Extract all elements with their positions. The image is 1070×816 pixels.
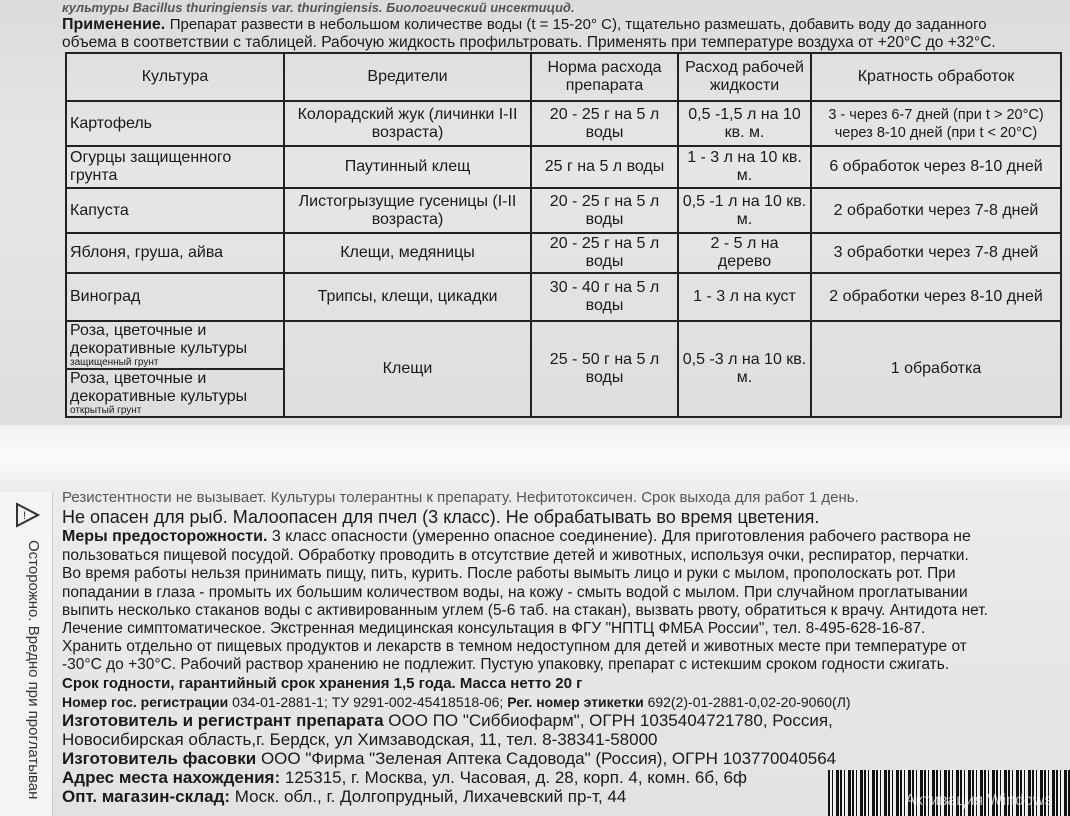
maker-line: Изготовитель и регистрант препарата ООО … [62, 711, 833, 730]
precautions-text: 3 класс опасности (умеренно опасное соед… [271, 528, 971, 545]
header-frequency: Кратность обработок [810, 52, 1062, 102]
text-line: пользоваться пищевой посудой. Обработку … [62, 547, 969, 564]
application-text: Препарат развести в небольшом количестве… [169, 16, 987, 33]
store-value: Моск. обл., г. Долгопрудный, Лихачевский… [234, 787, 627, 806]
rate-cell: 20 - 25 г на 5 л воды [530, 232, 679, 274]
crop-note: защищенный грунт [70, 357, 159, 368]
svg-text:!: ! [23, 510, 26, 522]
windows-activation-watermark: Активация Windows [905, 792, 1053, 809]
text-line: Во время работы нельзя принимать пищу, п… [62, 565, 956, 582]
liquid-cell: 0,5 -3 л на 10 кв. м. [677, 320, 812, 418]
text-line: Лечение симптоматическое. Экстренная мед… [62, 620, 926, 637]
shelf-life-line: Срок годности, гарантийный срок хранения… [62, 675, 583, 692]
frequency-cell: 2 обработки через 7-8 дней [810, 187, 1062, 234]
address-label: Адрес места нахождения: [62, 768, 281, 787]
pests-cell: Листогрызущие гусеницы (I-II возраста) [283, 187, 532, 234]
text-line: выпить несколько стаканов воды с активир… [62, 602, 988, 619]
crop-cell: Капуста [65, 187, 285, 234]
table-row: Роза, цветочные и декоративные культуры о… [65, 368, 1061, 418]
crop-note: открытый грунт [70, 405, 142, 416]
maker-label: Изготовитель и регистрант препарата [62, 711, 384, 730]
liquid-cell: 1 - 3 л на куст [677, 272, 812, 322]
table-row: Огурцы защищенного грунта Паутинный клещ… [65, 145, 1062, 189]
crop-cell: Яблоня, груша, айва [65, 232, 285, 274]
header-rate: Норма расхода препарата [530, 52, 679, 102]
crop-name: Роза, цветочные и декоративные культуры [70, 322, 248, 357]
lower-label-panel [0, 492, 1070, 816]
frequency-cell: 3 обработки через 7-8 дней [810, 232, 1062, 274]
application-line-1: Применение. Препарат развести в небольшо… [62, 16, 987, 33]
frequency-cell: 3 - через 6-7 дней (при t > 20°C) через … [810, 100, 1062, 147]
rate-cell: 25 - 50 г на 5 л воды [530, 320, 679, 418]
address-value: 125315, г. Москва, ул. Часовая, д. 28, к… [284, 768, 747, 787]
text-line: Резистентности не вызывает. Культуры тол… [62, 489, 859, 506]
rate-cell: 20 - 25 г на 5 л воды [530, 187, 679, 234]
text-line: Хранить отдельно от пищевых продуктов и … [62, 638, 967, 655]
crop-name: Роза, цветочные и декоративные культуры [70, 370, 248, 405]
frequency-cell: 1 обработка [810, 320, 1062, 418]
liquid-cell: 0,5 -1,5 л на 10 кв. м. [677, 100, 812, 147]
pests-cell: Трипсы, клещи, цикадки [283, 272, 532, 322]
reg-label: Номер гос. регистрации [62, 694, 229, 710]
pests-cell: Колорадский жук (личинки I-II возраста) [283, 100, 532, 147]
crop-cell: Виноград [65, 272, 285, 322]
pests-cell: Клещи [283, 320, 532, 418]
table-row: Яблоня, груша, айва Клещи, медяницы 20 -… [65, 232, 1062, 274]
header-liquid: Расход рабочей жидкости [677, 52, 812, 102]
package-seal [0, 425, 1070, 492]
maker-address: Новосибирская область,г. Бердск, ул Химз… [62, 730, 658, 749]
rate-cell: 30 - 40 г на 5 л воды [530, 272, 679, 322]
text-line: Меры предосторожности. 3 класс опасности… [62, 528, 971, 546]
pests-cell: Паутинный клещ [283, 145, 532, 189]
frequency-cell: 2 обработки через 8-10 дней [810, 272, 1062, 322]
precautions-label: Меры предосторожности. [62, 528, 268, 545]
table-header-row: Культура Вредители Норма расхода препара… [65, 52, 1062, 102]
barcode [828, 770, 1070, 816]
label-reg-value: 692(2)-01-2881-0,02-20-9060(Л) [647, 694, 851, 710]
packer-label: Изготовитель фасовки [62, 749, 257, 768]
header-crop: Культура [65, 52, 285, 102]
table-row: Капуста Листогрызущие гусеницы (I-II воз… [65, 187, 1062, 234]
packer-value: ООО "Фирма "Зеленая Аптека Садовода" (Ро… [260, 749, 837, 768]
table-row: Картофель Колорадский жук (личинки I-II … [65, 100, 1062, 147]
label-reg-label: Рег. номер этикетки [507, 694, 644, 710]
crop-cell: Роза, цветочные и декоративные культуры о… [65, 368, 285, 418]
intro-line: культуры Bacillus thuringiensis var. thu… [62, 0, 575, 15]
application-line-2: объема в соответствии с таблицей. Рабочу… [62, 34, 996, 51]
reg-value: 034-01-2881-1; ТУ 9291-002-45418518-06; [232, 694, 504, 710]
store-line: Опт. магазин-склад: Моск. обл., г. Долго… [62, 787, 626, 806]
side-warning-strip [0, 492, 53, 816]
rate-cell: 25 г на 5 л воды [530, 145, 679, 189]
crop-cell: Картофель [65, 100, 285, 147]
warning-triangle-icon: ! [16, 502, 40, 528]
liquid-cell: 2 - 5 л на дерево [677, 232, 812, 274]
application-table: Культура Вредители Норма расхода препара… [65, 52, 1062, 418]
liquid-cell: 0,5 -1 л на 10 кв. м. [677, 187, 812, 234]
side-warning-text: Осторожно. Вредно при проглатыван [25, 540, 42, 800]
header-pests: Вредители [283, 52, 532, 102]
registration-line: Номер гос. регистрации 034-01-2881-1; ТУ… [62, 694, 851, 710]
store-label: Опт. магазин-склад: [62, 787, 231, 806]
packer-line: Изготовитель фасовки ООО "Фирма "Зеленая… [62, 749, 836, 768]
text-line: -30°C до +30°C. Рабочий раствор хранению… [62, 656, 950, 673]
table-row: Виноград Трипсы, клещи, цикадки 30 - 40 … [65, 272, 1062, 322]
frequency-cell: 6 обработок через 8-10 дней [810, 145, 1062, 189]
crop-cell: Роза, цветочные и декоративные культуры з… [65, 320, 285, 370]
liquid-cell: 1 - 3 л на 10 кв. м. [677, 145, 812, 189]
rate-cell: 20 - 25 г на 5 л воды [530, 100, 679, 147]
text-line: Не опасен для рыб. Малоопасен для пчел (… [62, 507, 820, 527]
pests-cell: Клещи, медяницы [283, 232, 532, 274]
application-label: Применение. [62, 16, 166, 33]
address-line: Адрес места нахождения: 125315, г. Москв… [62, 768, 747, 787]
text-line: попадании в глаза - промыть их большим к… [62, 584, 968, 601]
table-row: Роза, цветочные и декоративные культуры з… [65, 320, 1062, 418]
crop-cell: Огурцы защищенного грунта [65, 145, 285, 189]
maker-value: ООО ПО "Сиббиофарм", ОГРН 1035404721780,… [388, 711, 833, 730]
